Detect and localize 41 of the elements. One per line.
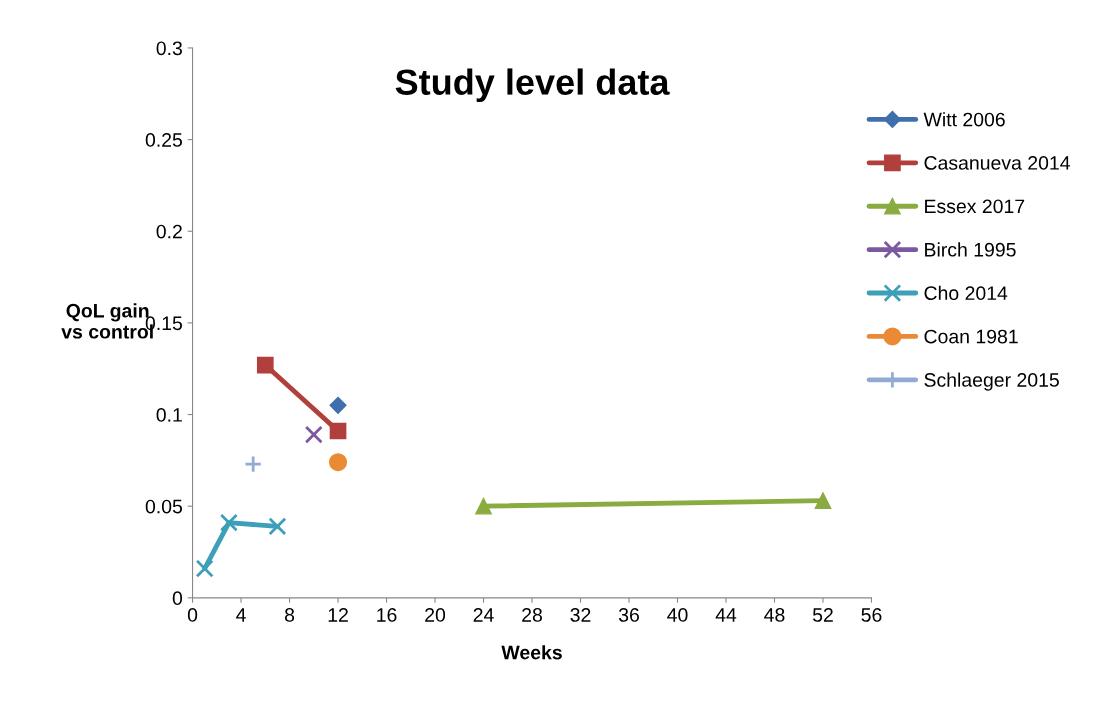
y-tick-label: 0.25 xyxy=(145,133,183,147)
point xyxy=(475,497,492,515)
point xyxy=(195,559,214,578)
x-tick-label: 48 xyxy=(764,608,785,622)
legend-label: Casanueva 2014 xyxy=(924,156,1070,170)
point xyxy=(329,396,347,414)
x-tick-label: 12 xyxy=(328,608,348,622)
point xyxy=(268,517,287,536)
x-tick-label: 40 xyxy=(667,608,688,622)
y-tick-label: 0.1 xyxy=(156,408,182,422)
legend-label: Witt 2006 xyxy=(923,112,1005,127)
legend-label: Coan 1981 xyxy=(924,329,1018,344)
point xyxy=(814,492,832,510)
x-tick-label: 56 xyxy=(861,608,882,622)
legend-label: Cho 2014 xyxy=(924,285,1008,301)
y-tick-label: 0 xyxy=(172,591,183,606)
x-tick-label: 24 xyxy=(473,608,494,622)
text: Study level data xyxy=(395,68,670,103)
legend-label: Birch 1995 xyxy=(925,242,1016,257)
x-tick-label: 8 xyxy=(284,608,295,622)
y-tick-label: 0.3 xyxy=(156,41,182,56)
x-tick-label: 28 xyxy=(522,608,542,622)
x-axis-title: Weeks xyxy=(501,645,562,660)
x-tick-label: 44 xyxy=(715,608,737,622)
x-tick-label: 0 xyxy=(187,608,198,622)
y-tick-label: 0.2 xyxy=(156,224,182,239)
point xyxy=(256,356,274,374)
point xyxy=(244,455,263,474)
x-tick-label: 32 xyxy=(570,608,591,622)
x-tick-label: 16 xyxy=(377,608,397,622)
point xyxy=(329,422,347,440)
x-tick-label: 36 xyxy=(618,608,639,622)
legend-label: Schlaeger 2015 xyxy=(924,372,1059,391)
x-tick-label: 52 xyxy=(812,608,833,622)
legend-label: Essex 2017 xyxy=(925,199,1025,214)
point xyxy=(219,513,238,532)
point xyxy=(329,453,348,472)
y-tick-label: 0.05 xyxy=(145,499,183,514)
point xyxy=(304,425,323,444)
x-tick-label: 20 xyxy=(425,608,446,622)
x-tick-label: 4 xyxy=(236,608,246,622)
